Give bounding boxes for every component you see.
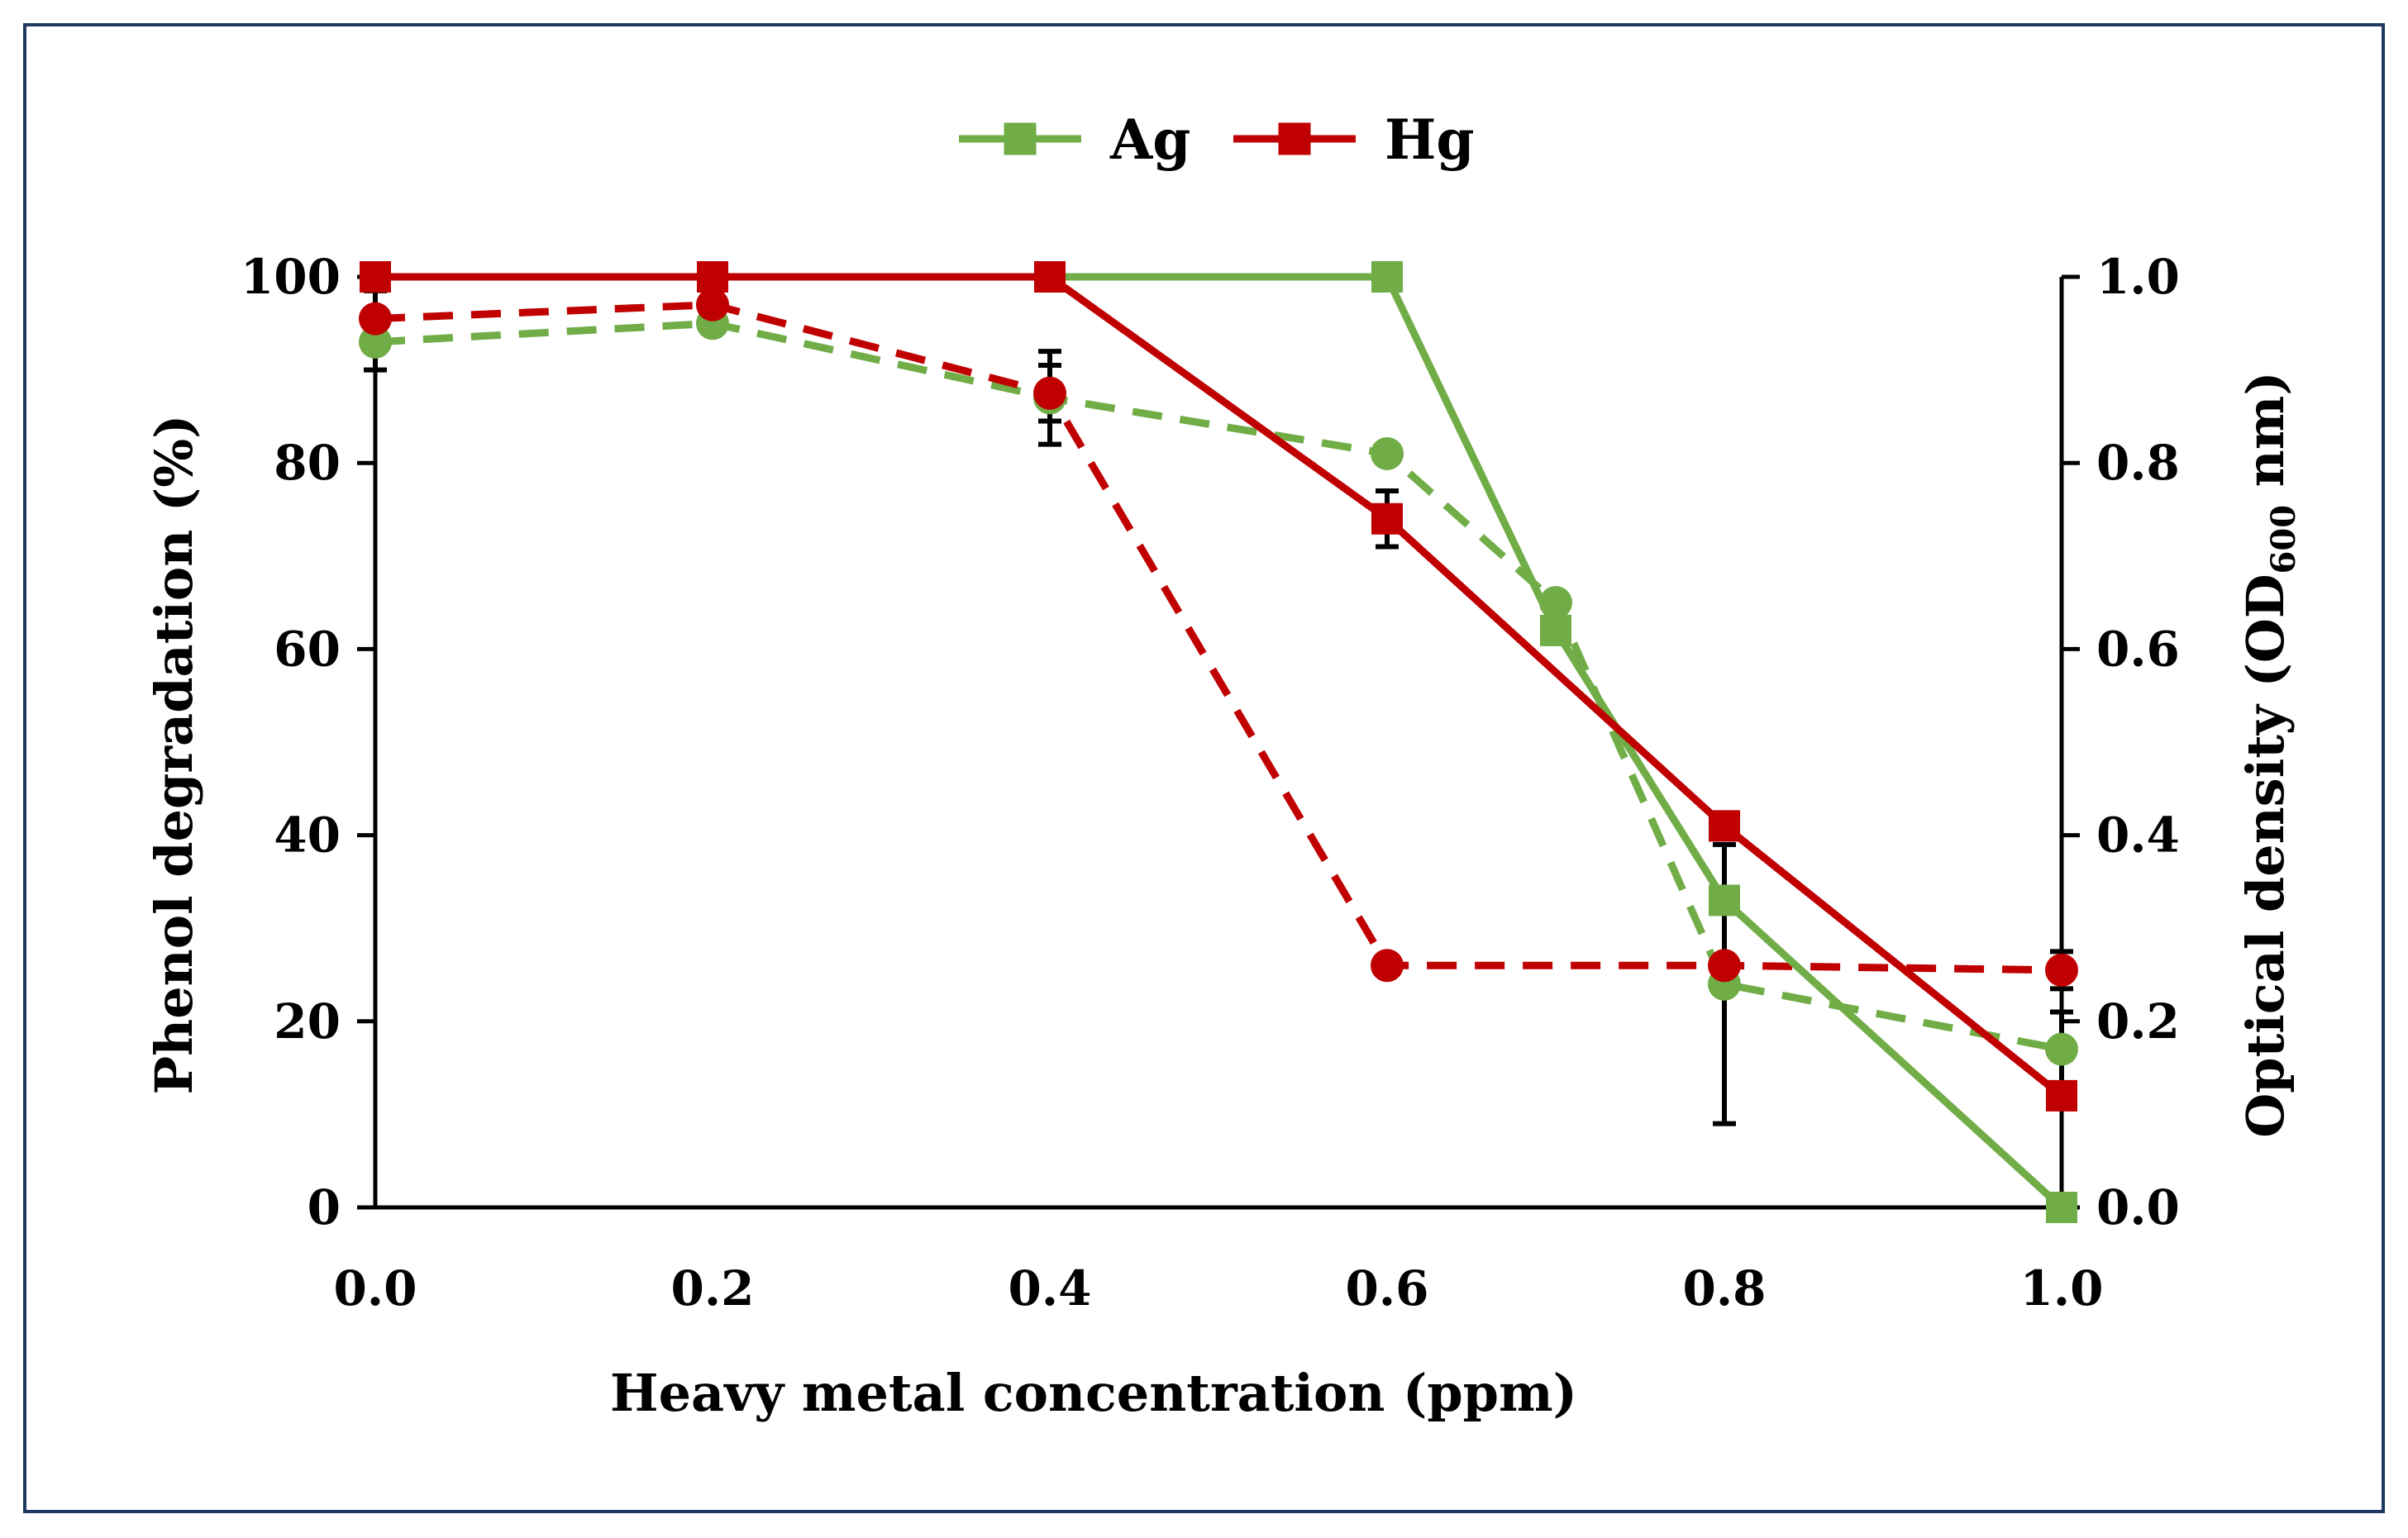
point-ag-od [359,325,392,359]
series-layer [359,261,2078,1223]
y-left-tick-label: 100 [241,249,341,305]
point-ag-od [1371,436,1404,470]
point-ag-degradation [1371,261,1403,293]
legend: Ag Hg [959,107,1475,172]
y-left-tick-label: 60 [274,621,341,677]
y-right-axis-title: Optical density (OD600 nm) [2235,371,2303,1137]
y-right-tick-label: 0.6 [2096,621,2180,677]
x-tick-label: 1.0 [2020,1260,2104,1317]
x-tick-label: 0.0 [334,1260,417,1317]
y-right-axis-title-tail: nm) [2235,371,2296,505]
axes: 0 20 40 60 80 100 0.0 0.2 0.4 0.6 0.8 1.0 0.0 0.2 0.4 0… [241,249,2180,1317]
x-tick-label: 0.4 [1008,1260,1092,1317]
point-hg-od [1033,376,1066,410]
point-hg-degradation [1034,261,1066,293]
point-hg-degradation [360,261,391,293]
y-right-tick-label: 0.2 [2096,993,2180,1050]
y-right-tick-label: 0.8 [2096,435,2180,491]
y-right-axis-title-sub: 600 [2264,505,2303,574]
point-ag-od [2045,1032,2078,1066]
legend-marker-ag [1004,122,1037,155]
y-left-tick-label: 0 [308,1179,341,1236]
point-ag-degradation [2046,1192,2077,1223]
point-ag-degradation [1540,614,1571,646]
point-hg-degradation [1371,502,1403,535]
x-tick-label: 0.2 [671,1260,755,1317]
y-left-tick-label: 40 [274,807,341,864]
legend-marker-hg [1278,122,1311,155]
figure-frame: Ag Hg 0 20 40 60 80 100 0.0 0.2 0.4 0.6 0.8 1.0 0.0 0… [23,23,2385,1513]
point-hg-od [1371,949,1404,983]
x-axis-title: Heavy metal concentration (ppm) [610,1363,1577,1423]
y-right-tick-label: 0.4 [2096,807,2180,864]
legend-label-ag: Ag [1109,107,1190,172]
x-tick-label: 0.6 [1346,1260,1429,1317]
point-ag-degradation [1709,884,1740,917]
series-line-hg-degradation [375,273,2064,1099]
y-right-tick-label: 1.0 [2096,249,2180,305]
y-left-axis-title: Phenol degradation (%) [144,414,204,1094]
y-left-tick-label: 80 [274,435,341,491]
point-hg-od [696,288,729,321]
point-hg-degradation [1709,810,1740,842]
point-hg-od [2045,953,2078,987]
series-line-hg-od [374,301,2062,974]
point-hg-od [359,302,392,336]
y-right-axis-title-main: Optical density (OD [2235,574,2296,1137]
point-hg-degradation [697,261,728,293]
error-bars [364,283,2073,1126]
legend-label-hg: Hg [1385,107,1475,172]
x-tick-label: 0.8 [1683,1260,1767,1317]
y-left-tick-label: 20 [274,993,341,1050]
point-hg-degradation [2046,1079,2077,1112]
point-hg-od [1708,949,1741,983]
y-right-tick-label: 0.0 [2096,1179,2180,1236]
series-line-ag-degradation [375,273,2065,1211]
